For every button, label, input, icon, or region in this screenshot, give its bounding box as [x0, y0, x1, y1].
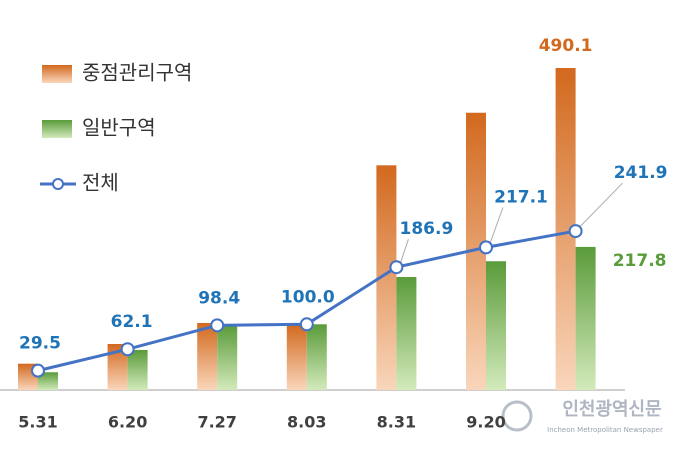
data-label: 241.9	[614, 163, 668, 183]
data-label: 29.5	[19, 334, 61, 354]
point	[210, 318, 225, 333]
data-label: 62.1	[111, 312, 153, 332]
leader-line	[489, 207, 504, 244]
bar	[486, 261, 506, 390]
legend-swatch	[42, 120, 72, 138]
legend-marker	[52, 178, 64, 190]
bar	[217, 324, 238, 390]
bar	[306, 324, 327, 390]
point	[120, 342, 135, 357]
data-label: 100.0	[281, 287, 335, 307]
bar	[396, 276, 417, 390]
watermark: 인천광역신문	[562, 399, 661, 420]
x-tick-label: 7.27	[197, 413, 236, 432]
data-label: 186.9	[400, 219, 454, 239]
point	[568, 224, 583, 239]
point	[31, 363, 45, 378]
x-tick-label: 8.31	[377, 413, 416, 432]
legend-label: 전체	[82, 171, 119, 195]
x-tick-label: 6.20	[108, 413, 147, 432]
point	[479, 240, 493, 255]
bar	[376, 165, 397, 390]
legend-label: 일반구역	[82, 116, 156, 140]
x-tick-label: 8.03	[287, 413, 326, 432]
legend-label: 중점관리구역	[82, 61, 192, 85]
bar	[38, 372, 58, 390]
leader-line	[579, 182, 623, 228]
data-label: 490.1	[539, 36, 593, 56]
legend-swatch	[42, 65, 72, 83]
bar	[286, 324, 307, 390]
point	[389, 260, 404, 275]
data-label: 217.8	[613, 251, 667, 271]
leader-line	[399, 239, 409, 264]
bar	[197, 322, 218, 390]
bar	[127, 349, 148, 390]
watermark-logo	[501, 400, 533, 432]
x-tick-label: 5.31	[18, 413, 57, 432]
bar	[466, 112, 486, 390]
bar	[107, 344, 128, 390]
data-label: 217.1	[494, 187, 548, 207]
watermark-sub: Incheon Metropolitan Newspaper	[547, 426, 663, 434]
x-tick-label: 9.20	[466, 413, 505, 432]
point	[299, 317, 314, 332]
bar	[575, 246, 596, 390]
bar	[555, 68, 576, 390]
data-label: 98.4	[198, 288, 240, 308]
